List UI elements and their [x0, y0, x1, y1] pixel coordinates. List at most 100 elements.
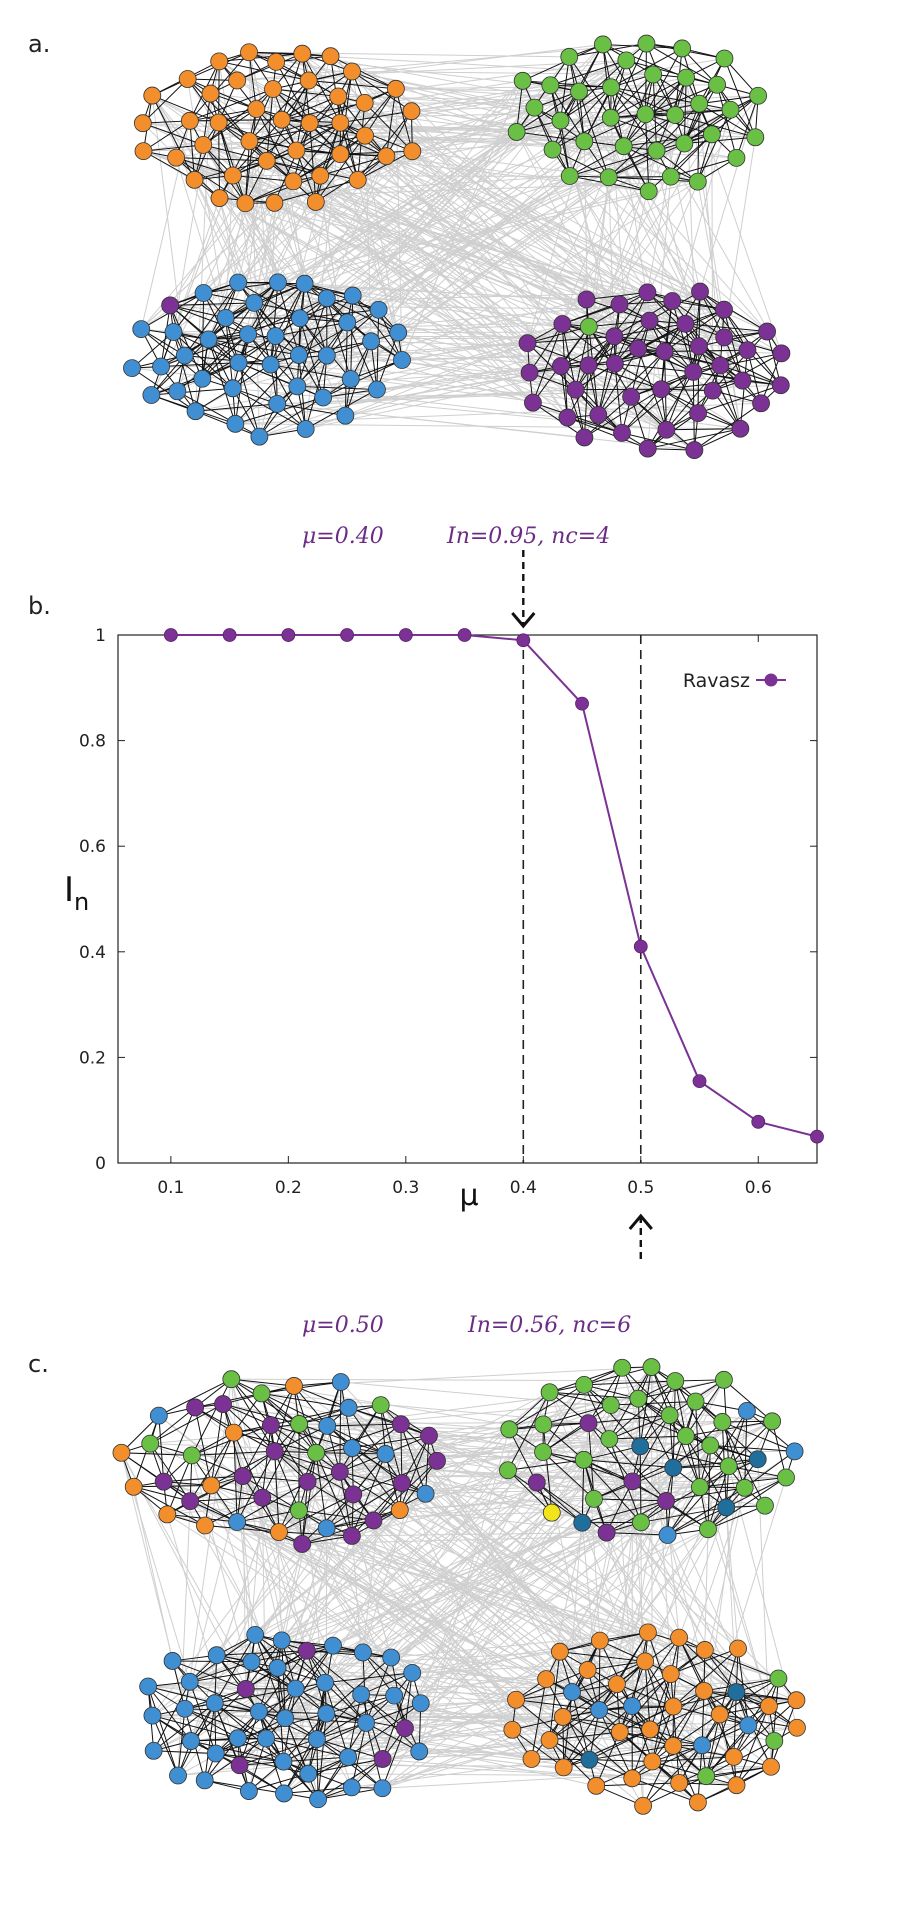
network-node [574, 1450, 593, 1469]
inter-edge [298, 1510, 395, 1696]
intra-edge [664, 351, 721, 366]
intra-edge [317, 1713, 327, 1800]
intra-edge [324, 1682, 349, 1758]
network-node [771, 376, 790, 395]
intra-edge [351, 71, 412, 112]
intra-edge [275, 335, 327, 357]
network-node [717, 1498, 736, 1517]
intra-edge [507, 1459, 584, 1471]
network-node [727, 1683, 746, 1701]
network-node [657, 1492, 675, 1510]
network-node [579, 317, 598, 336]
network-node [640, 311, 659, 330]
network-node [664, 1697, 683, 1716]
panel-b-label: b. [28, 592, 51, 620]
intra-edge [697, 384, 781, 414]
network-node [143, 86, 162, 105]
intra-edge [272, 88, 341, 124]
intra-edge [707, 1458, 759, 1530]
network-node [250, 427, 269, 446]
inter-edge [235, 423, 741, 430]
network-node [772, 344, 791, 363]
intra-edge [239, 1711, 260, 1766]
intra-edge [357, 150, 413, 181]
inter-edge [270, 91, 580, 365]
intra-edge [184, 1708, 239, 1739]
intra-edge [516, 131, 585, 142]
intra-edge [610, 86, 700, 105]
intra-edge [278, 1493, 354, 1533]
intra-edge [266, 160, 321, 177]
data-point [163, 628, 178, 642]
intra-edge [210, 93, 250, 142]
network-node [362, 332, 380, 351]
x-tick-label: 0.1 [157, 1178, 184, 1198]
network-node [357, 1713, 376, 1732]
network-node [715, 300, 733, 319]
inter-edge [382, 1651, 561, 1789]
intra-edge [166, 1455, 193, 1515]
intra-edge [274, 1450, 340, 1473]
network-node [708, 75, 726, 94]
intra-edge [170, 302, 255, 306]
intra-edge [583, 87, 612, 142]
network-node [112, 1443, 131, 1462]
network-node [293, 1535, 312, 1553]
network-node [573, 1513, 592, 1532]
network-node [300, 114, 319, 132]
intra-edge [399, 1460, 438, 1511]
inter-edge [195, 1406, 510, 1430]
network-node [223, 166, 242, 185]
network-node [537, 1670, 556, 1688]
network-node [748, 1450, 767, 1469]
inter-edge [418, 1438, 610, 1752]
network-node [697, 1767, 716, 1786]
inter-edge [330, 55, 694, 373]
intra-edge [143, 150, 195, 181]
intra-edge [569, 145, 624, 177]
network-node [579, 1414, 598, 1432]
network-node [688, 172, 707, 191]
inter-edge [516, 131, 667, 430]
intra-edge [237, 1737, 309, 1775]
network-node [676, 314, 695, 333]
intra-edge [673, 1706, 749, 1726]
intra-edge [614, 323, 686, 337]
inter-edge [420, 1532, 607, 1704]
network-node [749, 86, 768, 105]
intra-edge [602, 44, 646, 115]
network-node [226, 414, 245, 433]
intra-edge [608, 176, 698, 183]
network-node [579, 356, 598, 375]
intra-edge [299, 318, 324, 398]
intra-edge [649, 1728, 703, 1746]
network-node [724, 1747, 743, 1766]
network-node [695, 1681, 713, 1700]
intra-edge [232, 122, 311, 176]
inter-edge [309, 86, 612, 124]
intra-edge [583, 1366, 652, 1386]
intra-edge [306, 1650, 362, 1695]
inter-edge [195, 389, 576, 412]
intra-edge [190, 1738, 267, 1742]
intra-edge [562, 291, 648, 325]
intra-edge [728, 1410, 748, 1467]
network-node [141, 1434, 160, 1453]
bottom-info-annotation: In=0.56, nc=6 [468, 1313, 632, 1338]
intra-edge [400, 1424, 403, 1484]
intra-edge [153, 1750, 216, 1755]
network-node [689, 404, 707, 422]
inter-edge [216, 1500, 667, 1656]
network-node [652, 380, 671, 399]
network-node [214, 1395, 232, 1413]
inter-edge [351, 1444, 711, 1537]
inter-edge [568, 56, 721, 366]
intra-edge [298, 1471, 341, 1511]
intra-edge [678, 1637, 737, 1693]
network-node [324, 1636, 342, 1655]
intra-edge [210, 93, 234, 176]
intra-edge [425, 1435, 430, 1494]
intra-edge [602, 43, 687, 79]
intra-edge [380, 1404, 403, 1484]
intra-edge [191, 1378, 232, 1456]
